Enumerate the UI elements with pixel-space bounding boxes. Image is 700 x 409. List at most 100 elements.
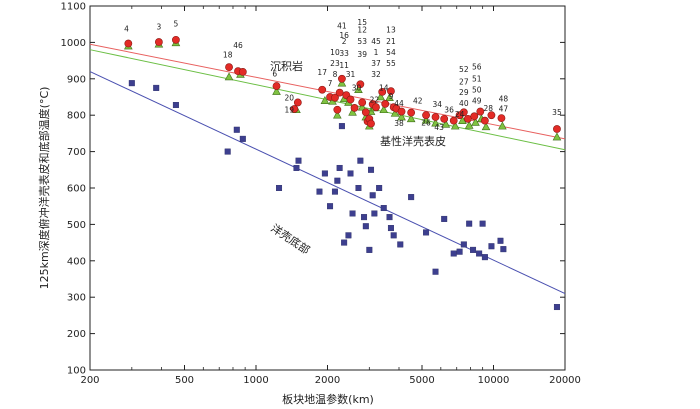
basalt-point	[498, 121, 507, 130]
base-point	[349, 210, 356, 217]
point-label: 39	[357, 50, 367, 59]
base-point	[371, 210, 378, 217]
base-point	[368, 166, 375, 173]
y-tick-label: 500	[67, 220, 86, 231]
point-label: 44	[394, 99, 404, 108]
point-label: 51	[472, 75, 482, 84]
base-point	[387, 225, 394, 232]
sediment-point	[497, 114, 506, 123]
y-tick-label: 600	[67, 184, 86, 195]
basalt-point	[464, 120, 474, 129]
point-label: 21	[386, 37, 396, 46]
point-label: 32	[371, 70, 381, 79]
point-label: 53	[357, 37, 367, 46]
sediment-point	[449, 116, 458, 125]
point-label: 18	[223, 51, 233, 60]
point-label: 30	[352, 83, 362, 92]
basalt-point	[481, 122, 491, 131]
sediment-point	[553, 125, 561, 133]
point-label: 37	[371, 59, 381, 68]
sediment-point	[350, 104, 359, 112]
base-point	[327, 203, 334, 210]
base-point	[432, 268, 439, 275]
base-point	[481, 254, 488, 261]
point-label: 5	[174, 20, 179, 29]
base-point	[331, 188, 338, 195]
x-tick-label: 1000	[243, 375, 268, 386]
y-tick-label: 1100	[61, 2, 86, 13]
base-point	[239, 135, 246, 142]
basalt-point	[272, 86, 281, 95]
base-point	[408, 194, 415, 201]
base-point	[361, 214, 368, 221]
sediment-point	[422, 111, 430, 120]
sediment-point	[238, 67, 247, 76]
point-label: 6	[272, 70, 277, 79]
base-point	[390, 232, 397, 239]
y-tick-label: 300	[67, 293, 86, 304]
base-point	[466, 220, 473, 227]
y-tick-label: 900	[67, 74, 86, 85]
sediment-point	[459, 108, 468, 117]
point-label: 26	[421, 118, 431, 127]
base-point	[500, 246, 507, 253]
point-label: 31	[346, 70, 356, 79]
y-axis-title: 125km深度俯冲洋壳表皮和底部温度(°C)	[37, 87, 51, 290]
sediment-point	[476, 107, 485, 116]
point-label: 52	[459, 65, 469, 74]
point-label: 19	[284, 105, 294, 114]
base-point	[397, 241, 404, 248]
point-label: 40	[459, 99, 469, 108]
series-label-sediment: 沉积岩	[270, 59, 303, 73]
basalt-point	[390, 108, 400, 117]
x-tick-label: 5000	[409, 375, 434, 386]
basalt-point	[354, 85, 363, 94]
sediment-point	[154, 38, 163, 46]
base-point	[276, 184, 283, 191]
base-point	[380, 205, 387, 212]
point-label: 28	[483, 104, 493, 113]
basalt-point	[385, 93, 394, 102]
base-point	[456, 248, 463, 255]
base-point	[553, 304, 560, 311]
sediment-point	[361, 108, 370, 117]
sediment-point	[378, 88, 387, 96]
point-label: 45	[371, 37, 381, 46]
sediment-point	[407, 108, 416, 117]
basalt-point	[421, 115, 431, 124]
base-point	[460, 241, 467, 248]
base-point	[479, 220, 486, 227]
point-label: 38	[394, 119, 404, 128]
point-label: 8	[333, 70, 338, 79]
base-point	[376, 184, 383, 191]
base-point	[233, 126, 240, 133]
base-point	[172, 102, 179, 109]
base-point	[450, 250, 457, 257]
sediment-point	[124, 39, 133, 48]
point-label: 15	[357, 18, 367, 27]
y-tick-label: 1000	[61, 38, 86, 49]
sediment-point	[372, 103, 380, 112]
sediment-point	[397, 107, 406, 116]
sediment-point	[470, 112, 479, 121]
base-point	[470, 246, 477, 253]
basalt-point	[441, 119, 451, 128]
point-label: 47	[499, 105, 509, 114]
y-tick-label: 100	[67, 366, 86, 377]
base-point	[423, 229, 430, 236]
point-label: 43	[434, 123, 444, 132]
x-axis-title: 板块地温参数(km)	[282, 392, 374, 406]
point-label: 34	[433, 100, 443, 109]
sediment-point	[331, 93, 339, 102]
base-point	[345, 232, 352, 239]
base-point	[366, 246, 373, 253]
base-point	[488, 243, 495, 250]
sediment-point	[358, 98, 367, 107]
point-label: 16	[339, 31, 349, 40]
point-label: 1	[374, 48, 379, 57]
point-label: 35	[552, 108, 562, 117]
sediment-point	[172, 35, 180, 44]
basalt-point	[450, 121, 460, 130]
